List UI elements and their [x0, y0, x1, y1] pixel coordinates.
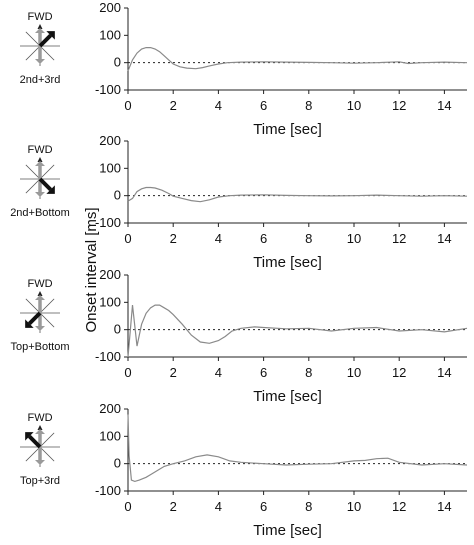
fwd-label: FWD — [27, 11, 52, 23]
series-line — [127, 414, 468, 483]
black-arrow — [38, 177, 53, 192]
fwd-label: FWD — [27, 412, 52, 424]
y-tick-label: 100 — [99, 428, 121, 443]
fwd-arrowhead — [37, 291, 43, 296]
direction-icon: FWD Top+Bottom — [10, 278, 69, 353]
series-line — [127, 186, 468, 203]
x-tick-label: 0 — [124, 499, 131, 514]
y-tick-label: -100 — [95, 215, 121, 230]
y-tick-label: -100 — [95, 483, 121, 498]
gray-arrowhead — [35, 429, 45, 434]
black-arrow — [38, 33, 53, 48]
fwd-label: FWD — [27, 278, 52, 290]
x-tick-label: 14 — [437, 98, 451, 113]
gray-arrowhead — [35, 28, 45, 33]
x-tick-label: 10 — [347, 98, 361, 113]
x-tick-label: 10 — [347, 365, 361, 380]
x-tick-label: 10 — [347, 231, 361, 246]
x-tick-label: 4 — [215, 499, 222, 514]
x-tick-label: 10 — [347, 499, 361, 514]
y-tick-label: -100 — [95, 82, 121, 97]
series-line — [127, 304, 468, 358]
y-tick-label: 0 — [114, 188, 121, 203]
x-tick-label: 14 — [437, 365, 451, 380]
y-tick-label: 0 — [114, 456, 121, 471]
gray-arrowhead — [35, 59, 45, 64]
black-arrowhead — [25, 432, 34, 441]
black-arrowhead — [46, 185, 55, 194]
direction-icon: FWD 2nd+3rd — [20, 11, 61, 86]
x-tick-label: 14 — [437, 231, 451, 246]
x-tick-label: 6 — [260, 365, 267, 380]
series-line — [127, 46, 468, 72]
x-tick-label: 12 — [392, 499, 406, 514]
y-tick-label: 200 — [99, 267, 121, 282]
y-tick-label: 200 — [99, 133, 121, 148]
x-tick-label: 0 — [124, 98, 131, 113]
x-tick-label: 14 — [437, 499, 451, 514]
black-arrow — [27, 311, 42, 326]
x-tick-label: 4 — [215, 365, 222, 380]
fwd-arrowhead — [37, 425, 43, 430]
y-tick-label: 200 — [99, 0, 121, 15]
x-tick-label: 6 — [260, 98, 267, 113]
y-tick-label: 100 — [99, 160, 121, 175]
x-tick-label: 12 — [392, 365, 406, 380]
black-arrowhead — [46, 31, 55, 40]
black-arrow — [27, 434, 42, 449]
direction-icon: FWD 2nd+Bottom — [10, 144, 70, 219]
x-tick-label: 6 — [260, 499, 267, 514]
x-tick-label: 12 — [392, 98, 406, 113]
y-tick-label: 0 — [114, 322, 121, 337]
fwd-label: FWD — [27, 144, 52, 156]
x-tick-label: 2 — [170, 365, 177, 380]
x-tick-label: 8 — [305, 499, 312, 514]
condition-label: 2nd+3rd — [20, 74, 61, 86]
x-axis-label: Time [sec] — [253, 522, 322, 539]
condition-label: 2nd+Bottom — [10, 207, 70, 219]
x-tick-label: 4 — [215, 231, 222, 246]
x-tick-label: 12 — [392, 231, 406, 246]
gray-arrowhead — [35, 161, 45, 166]
x-tick-label: 4 — [215, 98, 222, 113]
x-axis-label: Time [sec] — [253, 388, 322, 405]
condition-label: Top+Bottom — [10, 341, 69, 353]
gray-arrowhead — [35, 460, 45, 465]
x-tick-label: 6 — [260, 231, 267, 246]
x-axis-label: Time [sec] — [253, 121, 322, 138]
x-tick-label: 0 — [124, 231, 131, 246]
y-tick-label: -100 — [95, 349, 121, 364]
x-tick-label: 0 — [124, 365, 131, 380]
fwd-arrowhead — [37, 24, 43, 29]
y-tick-label: 100 — [99, 27, 121, 42]
y-tick-label: 200 — [99, 401, 121, 416]
condition-label: Top+3rd — [20, 475, 60, 487]
x-tick-label: 2 — [170, 231, 177, 246]
x-tick-label: 2 — [170, 98, 177, 113]
fwd-arrowhead — [37, 157, 43, 162]
x-tick-label: 2 — [170, 499, 177, 514]
black-arrowhead — [25, 319, 34, 328]
x-axis-label: Time [sec] — [253, 254, 322, 271]
y-tick-label: 0 — [114, 55, 121, 70]
gray-arrowhead — [35, 192, 45, 197]
x-tick-label: 8 — [305, 231, 312, 246]
gray-arrowhead — [35, 326, 45, 331]
y-axis-label: Onset interval [ms] — [83, 207, 100, 332]
x-tick-label: 8 — [305, 98, 312, 113]
gray-arrowhead — [35, 295, 45, 300]
direction-icon: FWD Top+3rd — [20, 412, 60, 487]
x-tick-label: 8 — [305, 365, 312, 380]
y-tick-label: 100 — [99, 294, 121, 309]
